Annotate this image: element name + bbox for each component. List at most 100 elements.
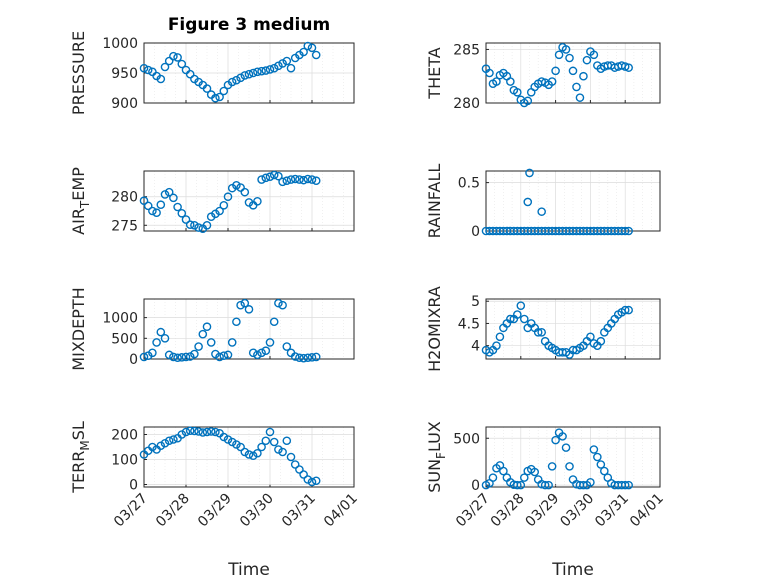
- data-point: [198, 428, 208, 437]
- data-point: [215, 352, 224, 362]
- data-point: [269, 170, 279, 180]
- data-point: [506, 77, 515, 86]
- subplot-rainfall: 0 0.5 RAINFALL: [425, 164, 661, 240]
- data-point: [194, 342, 203, 351]
- data-point: [554, 50, 564, 60]
- x-tick-label: 03/27: [453, 491, 493, 531]
- data-point: [164, 56, 174, 66]
- subplot-pressure: 900 950 1000 PRESSURE Figure 3 medium: [69, 15, 355, 115]
- data-point: [227, 437, 237, 447]
- data-point: [589, 445, 599, 454]
- data-point: [240, 447, 250, 457]
- y-axis-label-suffix: LUX: [425, 421, 444, 452]
- data-point: [582, 55, 592, 65]
- data-point: [295, 465, 304, 474]
- data-point: [299, 353, 308, 363]
- y-tick-label: 1000: [102, 311, 138, 327]
- data-point: [586, 478, 595, 487]
- data-point: [303, 353, 313, 363]
- data-point: [169, 193, 178, 203]
- data-point: [620, 305, 630, 315]
- data-point: [181, 427, 191, 437]
- data-point: [307, 43, 317, 53]
- x-tick-label: 03/29: [195, 491, 235, 531]
- data-point: [513, 87, 522, 97]
- data-point: [253, 67, 262, 77]
- data-point: [244, 450, 254, 459]
- data-point: [624, 305, 633, 315]
- data-point: [194, 223, 203, 232]
- data-point: [202, 84, 212, 93]
- data-point: [311, 476, 321, 486]
- data-point: [139, 63, 149, 73]
- data-point: [278, 59, 287, 68]
- data-point: [156, 441, 166, 451]
- data-point: [265, 65, 275, 74]
- data-point: [232, 75, 241, 85]
- data-point: [290, 460, 300, 469]
- y-axis-label-main: RAINFALL: [425, 164, 444, 239]
- data-point: [551, 435, 560, 445]
- data-point: [261, 346, 271, 356]
- data-point: [206, 427, 216, 436]
- data-point: [190, 426, 199, 436]
- data-point: [593, 452, 602, 462]
- data-point: [278, 177, 287, 187]
- subplot-airtemp: 275 280 AIRTEMP: [69, 167, 355, 235]
- axes-border: [143, 298, 355, 360]
- data-point: [236, 442, 245, 452]
- data-point: [160, 438, 170, 448]
- data-point: [257, 442, 266, 452]
- x-tick-label: 03/29: [523, 491, 563, 531]
- data-point: [202, 322, 212, 332]
- data-point: [232, 440, 241, 449]
- data-point: [558, 432, 567, 441]
- data-point: [219, 351, 229, 360]
- data-point: [261, 66, 271, 75]
- axes-border: [143, 426, 355, 488]
- data-point: [248, 348, 258, 358]
- data-point: [269, 317, 279, 327]
- y-axis-label-subscript: M: [78, 440, 92, 450]
- subplot-h2omixra: 4 4.5 5 H2OMIXRA: [425, 286, 661, 372]
- data-point: [143, 201, 153, 211]
- data-point: [551, 66, 560, 76]
- data-point: [299, 470, 308, 479]
- y-axis-label-main: THETA: [425, 47, 444, 99]
- x-tick-label: 03/31: [279, 491, 319, 531]
- subplot-terrmsl: 03/27 03/28 03/29 03/30 03/31 04/01 0 100 200 TER…: [69, 421, 361, 580]
- y-tick-label: 100: [111, 453, 138, 469]
- data-point: [173, 202, 182, 212]
- data-point: [547, 77, 557, 86]
- subplot-mixdepth: 0 500 1000 MIXDEPTH: [69, 287, 355, 371]
- data-point: [530, 467, 540, 477]
- data-point: [265, 338, 275, 347]
- y-tick-label: 275: [111, 218, 138, 234]
- x-tick-label: 03/31: [592, 491, 632, 531]
- data-point: [177, 430, 187, 439]
- data-point: [290, 174, 300, 184]
- data-point: [244, 305, 254, 314]
- data-point: [495, 332, 505, 342]
- data-point: [506, 314, 515, 324]
- data-point: [173, 53, 182, 62]
- data-point: [311, 176, 321, 186]
- y-axis-label: MIXDEPTH: [69, 287, 88, 370]
- y-tick-label: 0.5: [458, 176, 480, 192]
- y-axis-label-main: SUN: [425, 459, 444, 493]
- data-point: [519, 473, 529, 482]
- data-point: [492, 341, 501, 350]
- data-point: [164, 187, 174, 197]
- data-point: [194, 427, 203, 436]
- data-point: [185, 426, 195, 436]
- data-point: [274, 298, 283, 308]
- y-tick-label: 500: [111, 331, 138, 347]
- data-point: [236, 183, 245, 192]
- data-point: [181, 215, 191, 224]
- chart-title: Figure 3 medium: [168, 15, 330, 35]
- y-axis-label: H2OMIXRA: [425, 286, 444, 372]
- data-point: [516, 480, 526, 490]
- data-point: [624, 480, 633, 490]
